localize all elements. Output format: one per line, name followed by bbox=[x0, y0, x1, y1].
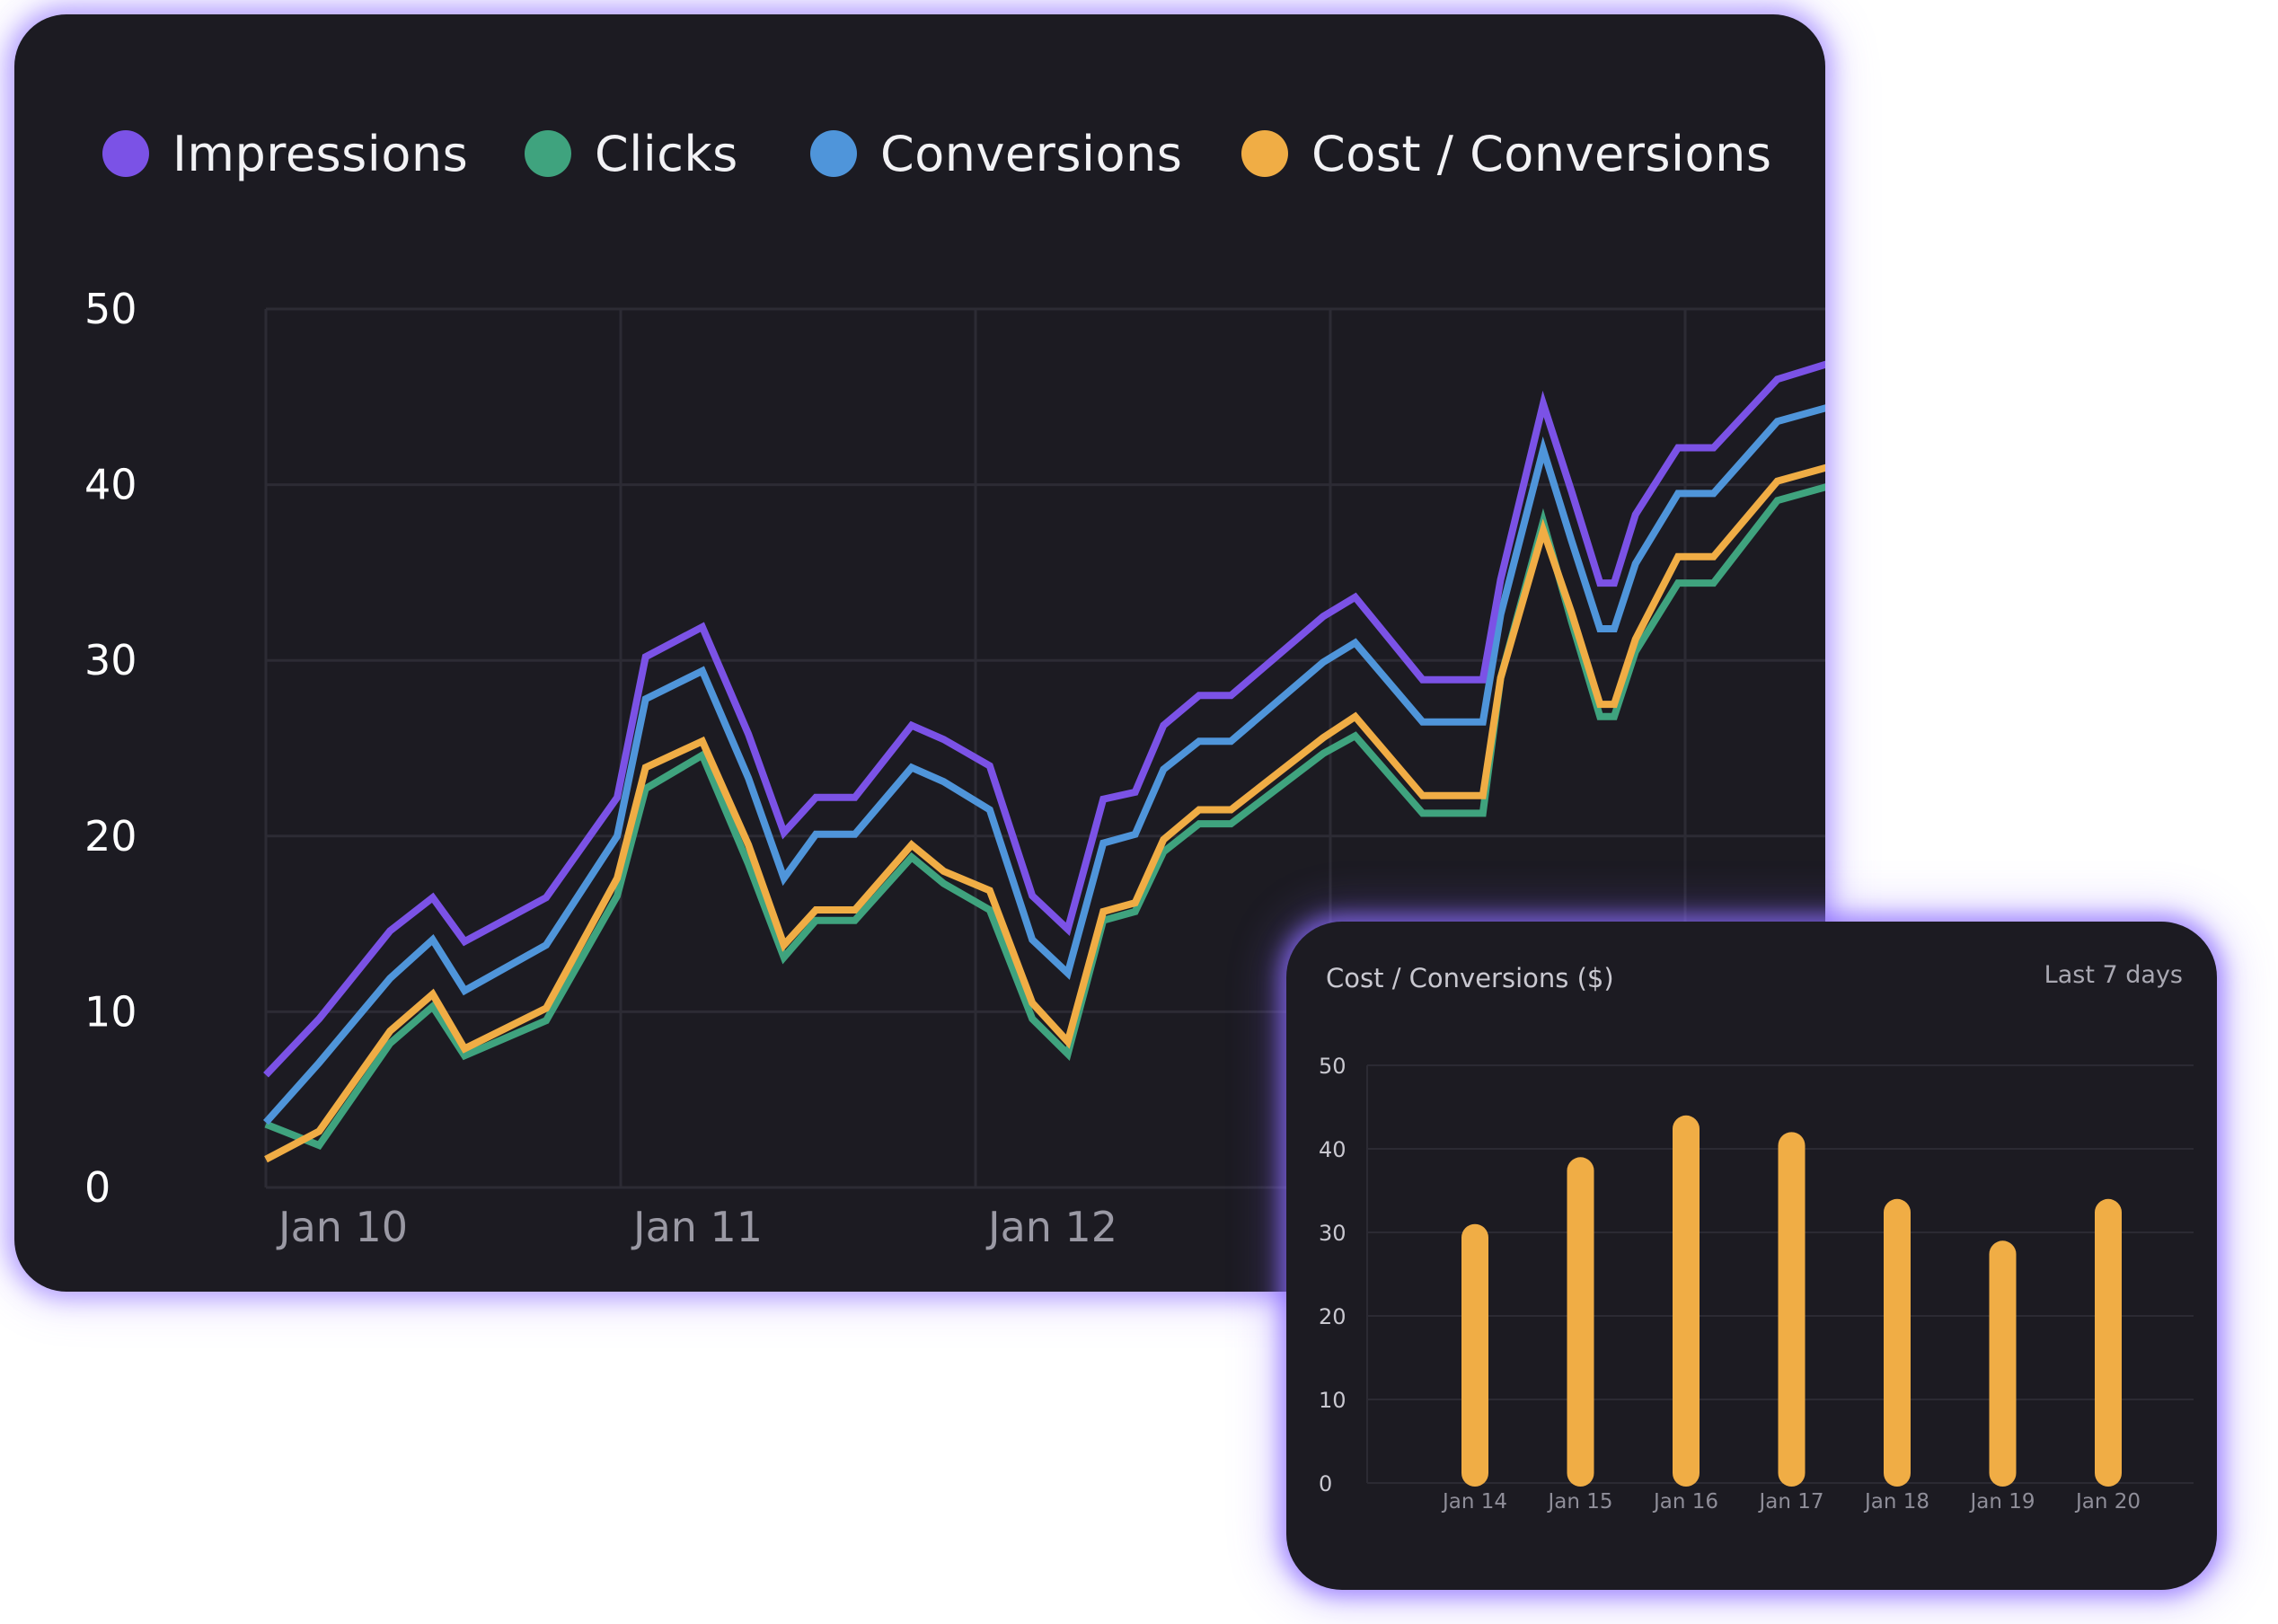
bar-x-tick-label: Jan 14 bbox=[1441, 1490, 1507, 1514]
legend-item-impressions[interactable]: Impressions bbox=[102, 113, 468, 194]
y-tick-label: 20 bbox=[84, 812, 137, 861]
clicks-color-dot bbox=[525, 130, 571, 177]
main-chart-card: Impressions Clicks Conversions Cost / Co… bbox=[14, 14, 1825, 1292]
bar-x-tick-label: Jan 20 bbox=[2074, 1490, 2141, 1514]
series-lines bbox=[263, 360, 1825, 1163]
bar-jan-16[interactable] bbox=[1673, 1115, 1700, 1487]
y-tick-label: 40 bbox=[84, 461, 137, 509]
conversions-color-dot bbox=[810, 130, 857, 177]
impressions-color-dot bbox=[102, 130, 149, 177]
x-tick-label: Jan 10 bbox=[276, 1203, 408, 1251]
bar-jan-20[interactable] bbox=[2095, 1198, 2122, 1487]
bar-y-axis-ticks: 50 40 30 20 10 0 bbox=[1319, 1054, 1346, 1496]
bar-x-tick-label: Jan 15 bbox=[1546, 1490, 1612, 1514]
bar-y-tick-label: 10 bbox=[1319, 1388, 1346, 1413]
series-line-clicks[interactable] bbox=[264, 483, 1825, 1150]
bar-x-tick-label: Jan 16 bbox=[1652, 1490, 1718, 1514]
x-axis-ticks: Jan 10 Jan 11 Jan 12 bbox=[276, 1203, 1117, 1251]
bar-x-tick-label: Jan 19 bbox=[1968, 1490, 2035, 1514]
x-tick-label: Jan 12 bbox=[985, 1203, 1117, 1251]
y-axis-ticks: 50 40 30 20 10 0 bbox=[84, 285, 137, 1212]
y-tick-label: 30 bbox=[84, 636, 137, 684]
legend-item-conversions[interactable]: Conversions bbox=[810, 113, 1182, 194]
y-tick-label: 10 bbox=[84, 987, 137, 1036]
bar-jan-19[interactable] bbox=[1989, 1240, 2017, 1487]
card-title: Cost / Conversions ($) bbox=[1326, 963, 1614, 993]
series-line-conversions[interactable] bbox=[263, 404, 1825, 1125]
bar-y-tick-label: 50 bbox=[1319, 1054, 1346, 1079]
series-line-cost-conversions[interactable] bbox=[264, 463, 1825, 1163]
bar-chart: 50 40 30 20 10 0 Jan 14 Jan 15 Jan 16 Jan 1… bbox=[1319, 1054, 2194, 1514]
bar-x-tick-label: Jan 17 bbox=[1757, 1490, 1823, 1514]
bar-y-tick-label: 40 bbox=[1319, 1137, 1346, 1162]
y-tick-label: 0 bbox=[84, 1163, 110, 1212]
bar-y-tick-label: 20 bbox=[1319, 1304, 1346, 1329]
legend-item-cost-conversions[interactable]: Cost / Conversions bbox=[1241, 113, 1771, 194]
legend-item-clicks[interactable]: Clicks bbox=[525, 113, 738, 194]
legend-label-conversions: Conversions bbox=[880, 125, 1183, 182]
bar-y-tick-label: 30 bbox=[1319, 1221, 1346, 1246]
bars: Jan 14 Jan 15 Jan 16 Jan 17 Jan 18 Jan 19 Jan … bbox=[1441, 1115, 2141, 1514]
bar-jan-15[interactable] bbox=[1567, 1157, 1594, 1487]
x-tick-label: Jan 11 bbox=[631, 1203, 763, 1251]
y-tick-label: 50 bbox=[84, 285, 137, 333]
legend-label-impressions: Impressions bbox=[172, 125, 469, 182]
bar-jan-17[interactable] bbox=[1778, 1132, 1806, 1487]
cost-conversions-card: Cost / Conversions ($) Last 7 days 50 40… bbox=[1286, 922, 2217, 1590]
bar-y-tick-label: 0 bbox=[1319, 1471, 1332, 1496]
bar-jan-14[interactable] bbox=[1461, 1223, 1488, 1487]
legend-label-cost-conversions: Cost / Conversions bbox=[1311, 125, 1772, 182]
series-line-impressions[interactable] bbox=[263, 360, 1825, 1078]
period-selector[interactable]: Last 7 days bbox=[2044, 961, 2183, 989]
legend-label-clicks: Clicks bbox=[595, 125, 738, 182]
cost-conversions-color-dot bbox=[1241, 130, 1288, 177]
bar-jan-18[interactable] bbox=[1884, 1198, 1911, 1487]
bar-x-tick-label: Jan 18 bbox=[1863, 1490, 1929, 1514]
